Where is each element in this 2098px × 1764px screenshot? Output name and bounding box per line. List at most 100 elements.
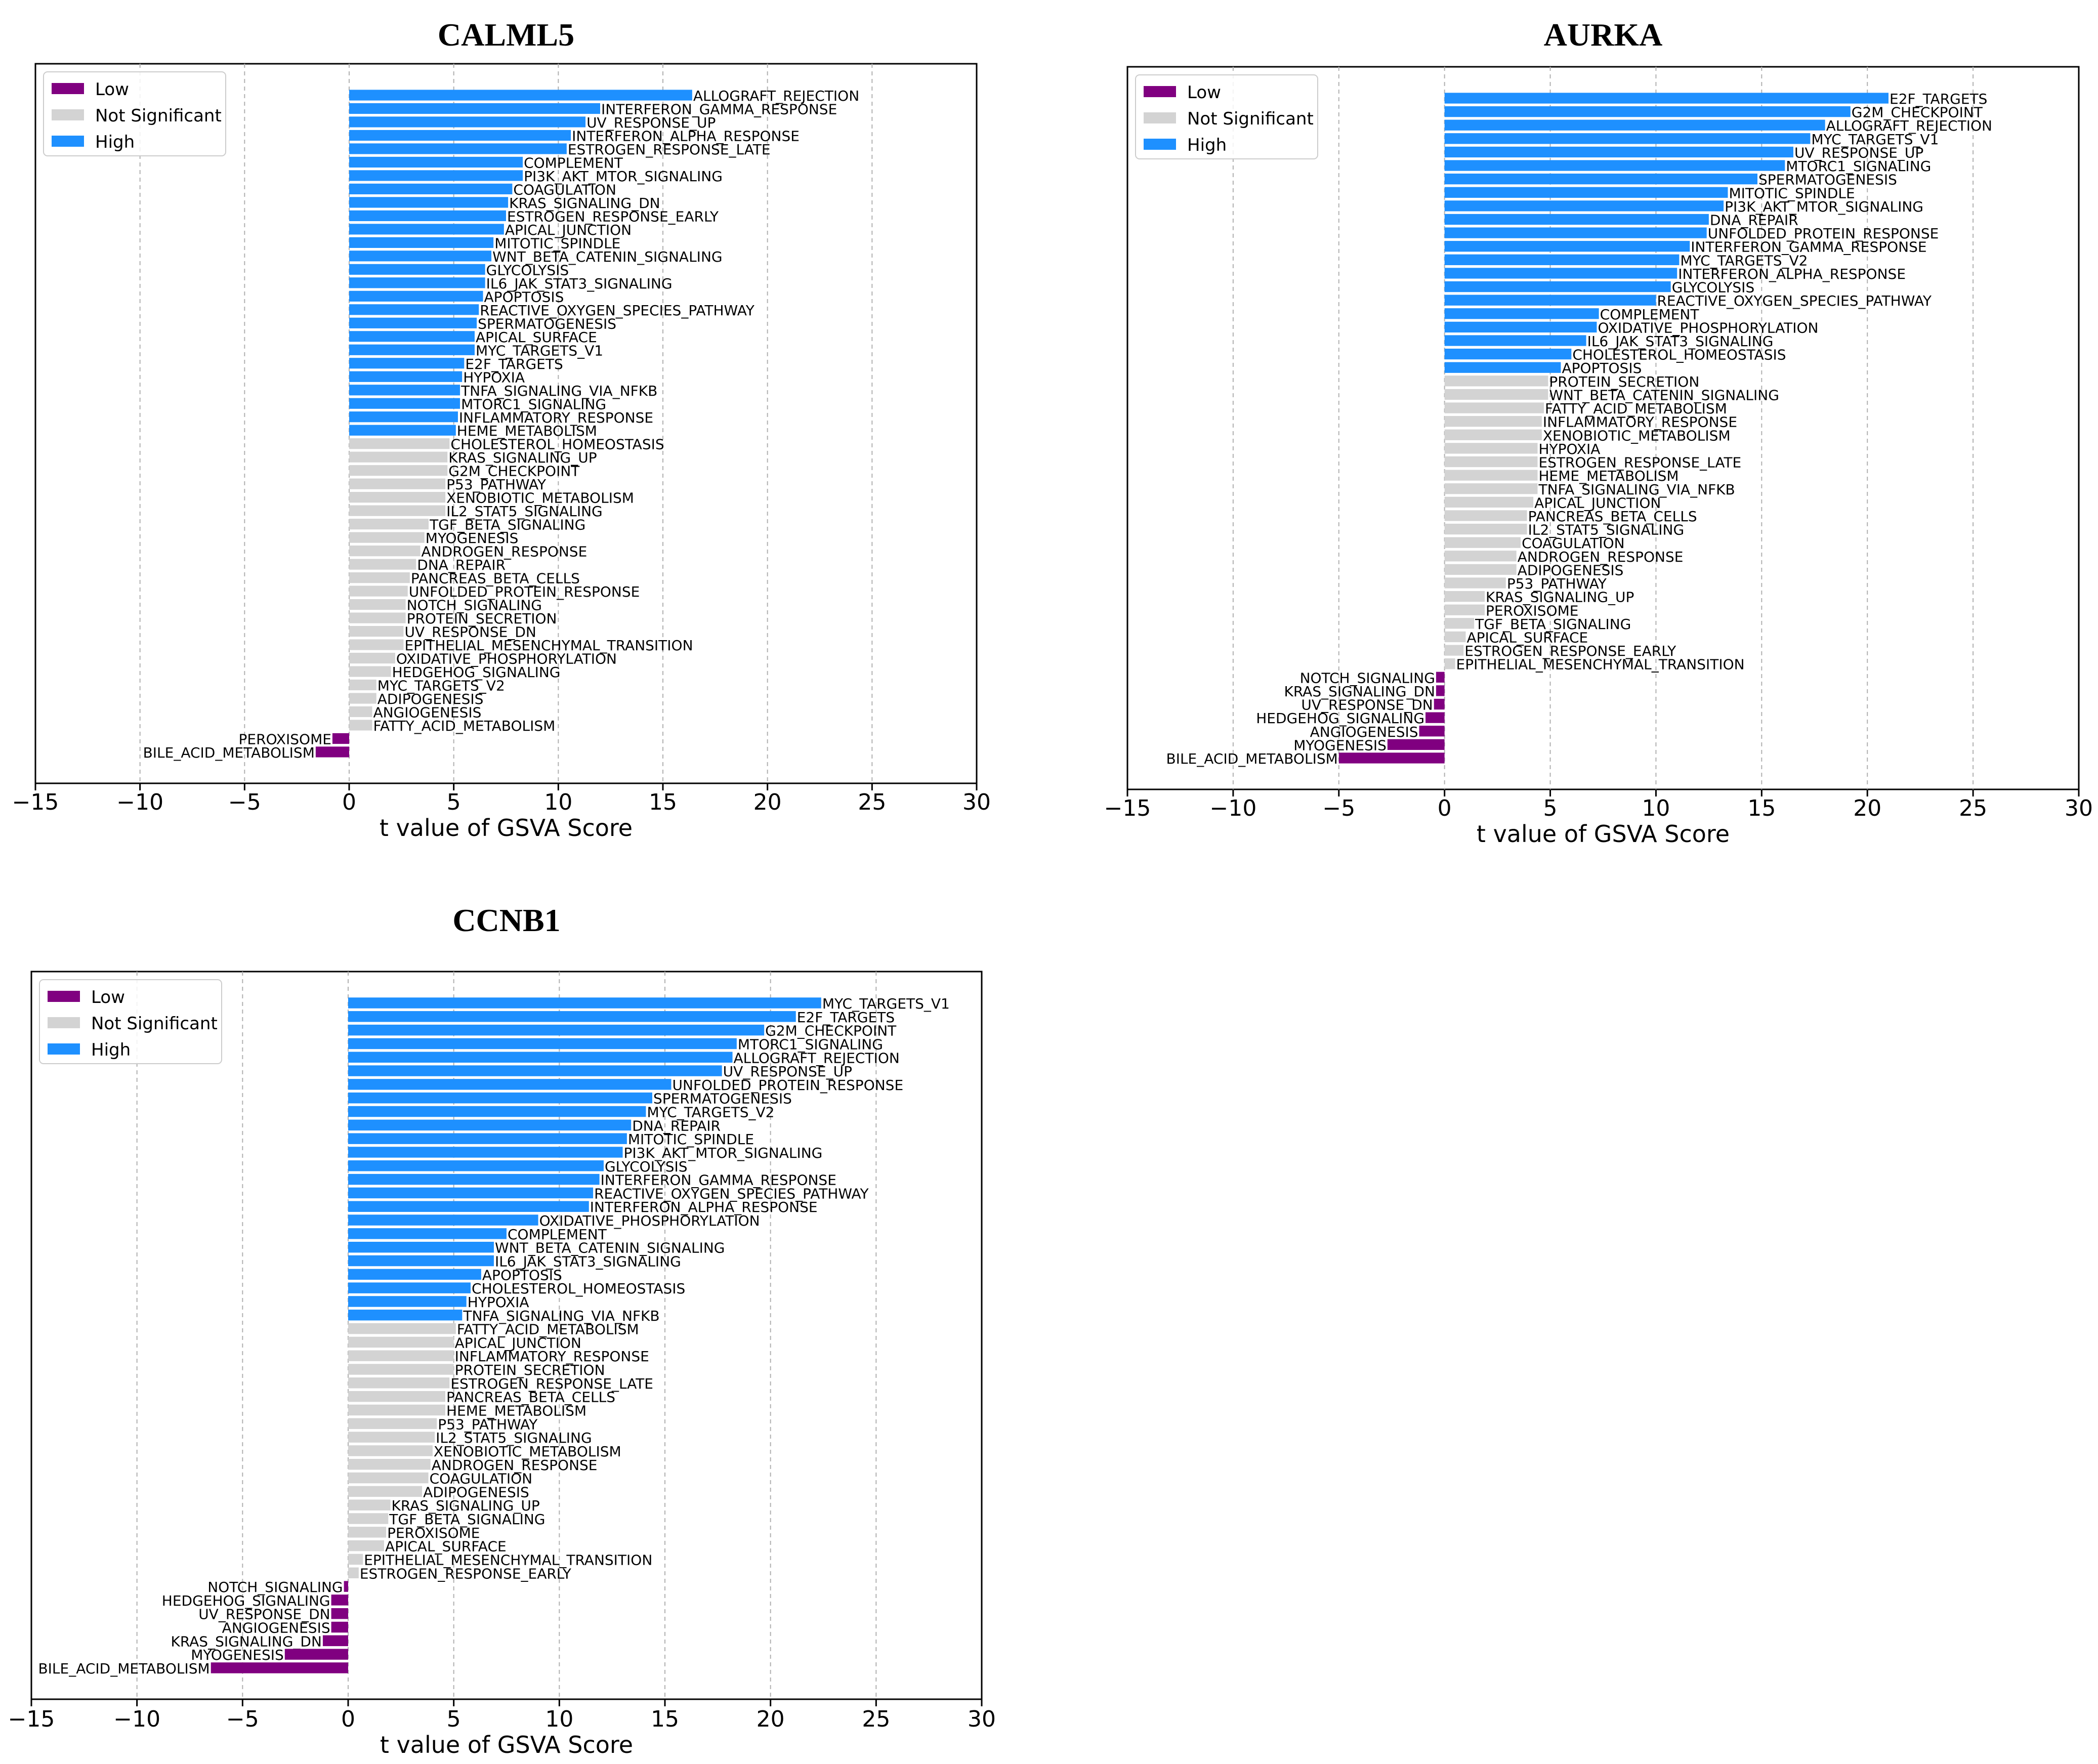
bar-interferon-alpha-response [349,130,571,141]
bar-unfolded-protein-response [1444,227,1707,238]
bar-apoptosis [1444,362,1561,373]
bar-label: HEME_METABOLISM [1538,468,1679,484]
bar-label: INFLAMMATORY_RESPONSE [455,1348,649,1365]
bar-label: MYC_TARGETS_V2 [647,1104,774,1121]
bar-label: MYC_TARGETS_V1 [1811,131,1939,148]
bar-label: PI3K_AKT_MTOR_SIGNALING [524,168,723,185]
bar-epithelial-mesenchymal-transition [348,1553,363,1565]
bar-adipogenesis [1444,564,1517,575]
bar-wnt-beta-catenin-signaling [348,1241,494,1253]
bar-hedgehog-signaling [349,666,391,677]
legend-label-ns: Not Significant [1187,109,1314,129]
bar-label: ESTROGEN_RESPONSE_LATE [568,141,771,158]
bar-reactive-oxygen-species-pathway [349,304,479,315]
bar-myc-targets-v1 [1444,133,1811,144]
chart-ccnb1: CCNB1 −15 −10 −5 0 5 10 15 20 25 30 t value of GSVA… [8,902,996,1758]
bar-label: IL6_JAK_STAT3_SIGNALING [495,1253,681,1270]
bar-label: PEROXISOME [387,1525,480,1541]
bar-protein-secretion [348,1364,454,1375]
bar-xenobiotic-metabolism [349,492,446,503]
bar-label: CHOLESTEROL_HOMEOSTASIS [450,436,664,453]
bar-g2m-checkpoint [1444,106,1851,117]
bar-label: COAGULATION [1522,535,1625,552]
bar-apical-junction [349,224,504,235]
x-tick-label: 25 [862,1706,890,1732]
bar-fatty-acid-metabolism [1444,402,1544,413]
bar-mitotic-spindle [348,1133,627,1144]
bar-label: ADIPOGENESIS [1518,562,1624,578]
bar-hedgehog-signaling [1425,712,1445,723]
bar-label: TNFA_SIGNALING_VIA_NFKB [463,1308,659,1324]
bar-label: UNFOLDED_PROTEIN_RESPONSE [409,583,640,600]
bar-p53-pathway [1444,577,1506,589]
x-tick-label: 10 [545,1706,573,1732]
bar-interferon-gamma-response [1444,241,1690,252]
bar-label: E2F_TARGETS [797,1009,895,1026]
legend-box [1135,74,1318,159]
bar-label: XENOBIOTIC_METABOLISM [434,1443,621,1460]
bar-label: ADIPOGENESIS [423,1484,529,1500]
bar-reactive-oxygen-species-pathway [1444,295,1656,306]
bar-notch-signaling [1436,671,1445,683]
bar-estrogen-response-late [349,143,567,154]
bar-label: PEROXISOME [1486,602,1578,619]
bar-label: DNA_REPAIR [632,1117,721,1134]
bar-allograft-rejection [348,1052,733,1063]
bar-label: COAGULATION [430,1471,533,1487]
bar-label: REACTIVE_OXYGEN_SPECIES_PATHWAY [1657,292,1932,309]
bar-label: NOTCH_SIGNALING [407,597,542,614]
x-tick-label: −10 [116,789,163,815]
bar-il6-jak-stat3-signaling [349,277,485,288]
x-tick-label: 5 [447,1706,461,1732]
x-tick-label: 10 [544,789,572,815]
bar-heme-metabolism [1444,470,1538,481]
x-tick-label: 0 [341,1706,355,1732]
bar-cholesterol-homeostasis [348,1282,471,1293]
bar-estrogen-response-late [1444,456,1538,468]
bar-label: ANDROGEN_RESPONSE [422,543,588,560]
bar-unfolded-protein-response [349,585,408,597]
bar-label: INTERFERON_ALPHA_RESPONSE [1678,266,1906,282]
legend-swatch-high [48,1043,80,1055]
bar-label: IL6_JAK_STAT3_SIGNALING [1587,333,1774,350]
bar-label: KRAS_SIGNALING_DN [1284,683,1435,700]
bar-coagulation [1444,537,1521,548]
bar-label: IL2_STAT5_SIGNALING [436,1430,592,1446]
bar-label: MITOTIC_SPINDLE [494,235,620,251]
x-tick-label: −15 [12,789,59,815]
bar-pi3k-akt-mtor-signaling [348,1147,623,1158]
bar-coagulation [348,1472,429,1484]
bar-complement [349,156,523,168]
bar-label: PROTEIN_SECRETION [455,1362,605,1378]
bar-tgf-beta-signaling [349,519,429,530]
bar-label: KRAS_SIGNALING_DN [171,1633,321,1650]
x-tick-label: 20 [1853,795,1881,821]
bar-label: MYOGENESIS [426,530,519,547]
x-tick-label: 30 [968,1706,996,1732]
bar-label: WNT_BETA_CATENIN_SIGNALING [492,248,723,265]
bar-tnfa-signaling-via-nfkb [348,1310,463,1321]
bar-glycolysis [1444,281,1671,292]
chart-title: CCNB1 [452,902,560,938]
bar-hedgehog-signaling [331,1594,348,1606]
bar-bile-acid-metabolism [315,746,349,758]
bar-label: IL2_STAT5_SIGNALING [1528,522,1685,538]
x-tick-label: −5 [1322,795,1355,821]
x-tick-label: 0 [1438,795,1452,821]
bar-label: NOTCH_SIGNALING [1300,669,1435,686]
x-tick-label: 0 [342,789,356,815]
bar-heme-metabolism [349,425,456,436]
bar-label: SPERMATOGENESIS [1758,172,1897,188]
bar-g2m-checkpoint [349,465,448,476]
bar-heme-metabolism [348,1404,445,1416]
bar-label: APICAL_JUNCTION [1534,494,1661,511]
bar-label: ALLOGRAFT_REJECTION [734,1049,900,1066]
bar-angiogenesis [1419,726,1445,737]
x-tick-label: −15 [8,1706,55,1732]
bar-mtorc1-signaling [1444,160,1785,171]
bar-label: TNFA_SIGNALING_VIA_NFKB [460,383,657,399]
bar-label: KRAS_SIGNALING_UP [448,449,597,466]
bar-label: FATTY_ACID_METABOLISM [373,718,555,734]
bar-label: PI3K_AKT_MTOR_SIGNALING [624,1145,823,1161]
x-tick-label: 25 [858,789,886,815]
